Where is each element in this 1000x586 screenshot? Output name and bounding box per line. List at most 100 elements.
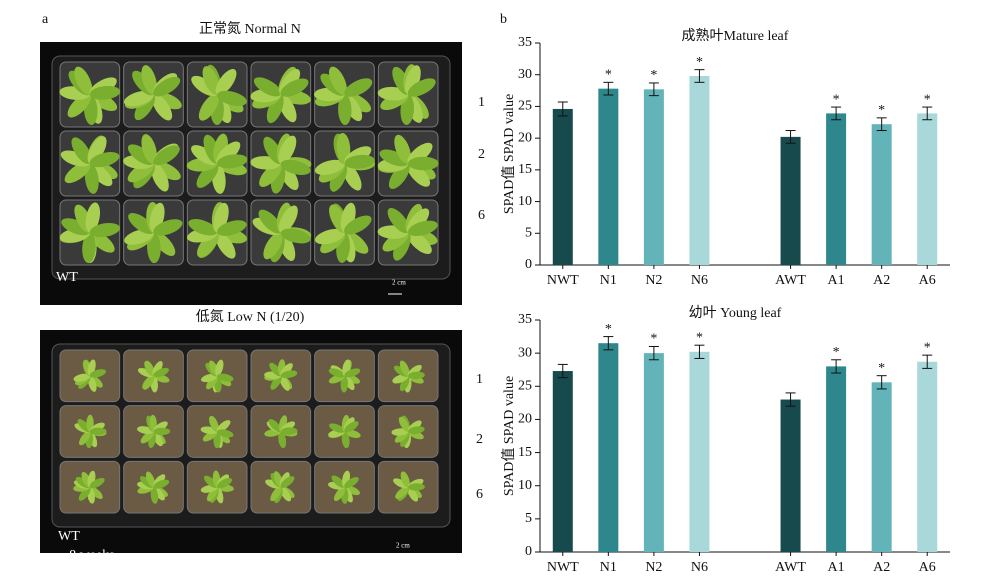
leaf — [153, 219, 183, 236]
y-tick-label: 35 — [518, 35, 532, 50]
scale-label: 2 cm — [396, 542, 410, 550]
leaf — [280, 78, 309, 97]
chart-title: 幼叶 Young leaf — [689, 305, 782, 321]
leaf — [344, 215, 372, 235]
leaf — [203, 475, 218, 488]
leaf — [67, 93, 91, 118]
leaf — [71, 137, 92, 165]
leaf — [328, 66, 347, 95]
leaf — [188, 219, 218, 236]
leaf — [344, 477, 359, 489]
row-label: 6 — [478, 208, 485, 223]
x-tick-label: N6 — [691, 273, 708, 288]
leaf — [153, 427, 171, 436]
chart-title: 成熟叶Mature leaf — [682, 28, 789, 44]
leaf — [150, 487, 159, 504]
leaf — [407, 78, 436, 97]
leaf — [395, 486, 409, 499]
leaf — [78, 486, 91, 501]
leaf — [278, 431, 287, 448]
leaf — [89, 151, 120, 168]
leaf — [279, 375, 290, 391]
bar — [689, 351, 710, 552]
x-tick-label: AWT — [775, 273, 806, 288]
photos — [40, 42, 462, 553]
age-label: ~ 8 weeks — [58, 548, 115, 563]
row-label: 2 — [478, 147, 485, 162]
photo-title: 低氮 Low N (1/20) — [196, 309, 305, 325]
leaf — [278, 205, 298, 233]
y-tick-label: 0 — [525, 544, 532, 559]
bar — [643, 89, 664, 265]
x-tick-label: A2 — [873, 273, 890, 288]
bar — [643, 353, 664, 552]
leaf — [73, 373, 90, 382]
leaf — [215, 231, 236, 259]
y-tick-label: 0 — [525, 257, 532, 272]
leaf — [407, 231, 432, 254]
leaf — [280, 427, 298, 435]
leaf — [408, 483, 425, 491]
panel-label: b — [500, 12, 507, 27]
y-tick-label: 10 — [518, 194, 532, 209]
significance-star: * — [696, 330, 703, 345]
leaf — [151, 93, 173, 121]
leaf — [259, 162, 282, 187]
leaf — [217, 429, 234, 438]
significance-star: * — [924, 340, 931, 355]
bar — [871, 124, 892, 265]
leaf — [153, 479, 170, 489]
leaf — [263, 232, 283, 260]
leaf — [85, 202, 101, 233]
photo-overlay: WT 2 cm WT ~ 8 weeks 2 cm — [56, 270, 410, 563]
x-tick-label: NWT — [547, 560, 579, 575]
leaf — [407, 162, 431, 187]
leaf — [280, 370, 298, 379]
x-tick-label: N2 — [645, 560, 662, 575]
leaf — [333, 486, 346, 502]
leaf — [202, 66, 220, 95]
bar — [871, 382, 892, 552]
leaf — [408, 156, 439, 171]
leaf — [206, 486, 219, 502]
leaf — [270, 486, 282, 502]
leaf — [279, 486, 292, 502]
leaf — [144, 360, 155, 377]
leaf — [253, 77, 282, 97]
leaf — [344, 485, 361, 496]
row-label: 6 — [476, 487, 483, 502]
leaf — [216, 420, 231, 433]
y-tick-label: 5 — [525, 511, 532, 526]
leaf — [141, 65, 157, 95]
leaf — [399, 375, 410, 392]
y-tick-label: 30 — [518, 67, 532, 82]
genotype-label: WT — [58, 529, 80, 544]
leaf — [270, 375, 282, 390]
leaf — [89, 222, 121, 238]
significance-star: * — [605, 68, 612, 83]
row-label: 1 — [478, 95, 485, 110]
leaf — [391, 428, 409, 436]
significance-star: * — [924, 92, 931, 107]
leaf — [280, 476, 295, 488]
leaf — [137, 367, 154, 378]
leaf — [123, 90, 154, 107]
leaf — [258, 209, 282, 234]
genotype-label: WT — [56, 270, 78, 285]
bar — [780, 399, 801, 552]
leaf — [280, 228, 311, 244]
x-tick-label: N2 — [645, 273, 662, 288]
leaf — [280, 159, 311, 175]
leaf — [89, 427, 107, 435]
y-tick-label: 25 — [518, 379, 532, 394]
leaf — [153, 76, 181, 97]
x-tick-label: NWT — [547, 273, 579, 288]
y-axis-label: SPAD值 SPAD value — [501, 94, 517, 214]
leaf — [266, 94, 284, 124]
bar — [917, 113, 938, 265]
leaf — [329, 423, 345, 433]
leaf — [215, 359, 224, 376]
leaf — [217, 90, 247, 106]
leaf — [209, 415, 219, 432]
leaf — [87, 136, 107, 164]
